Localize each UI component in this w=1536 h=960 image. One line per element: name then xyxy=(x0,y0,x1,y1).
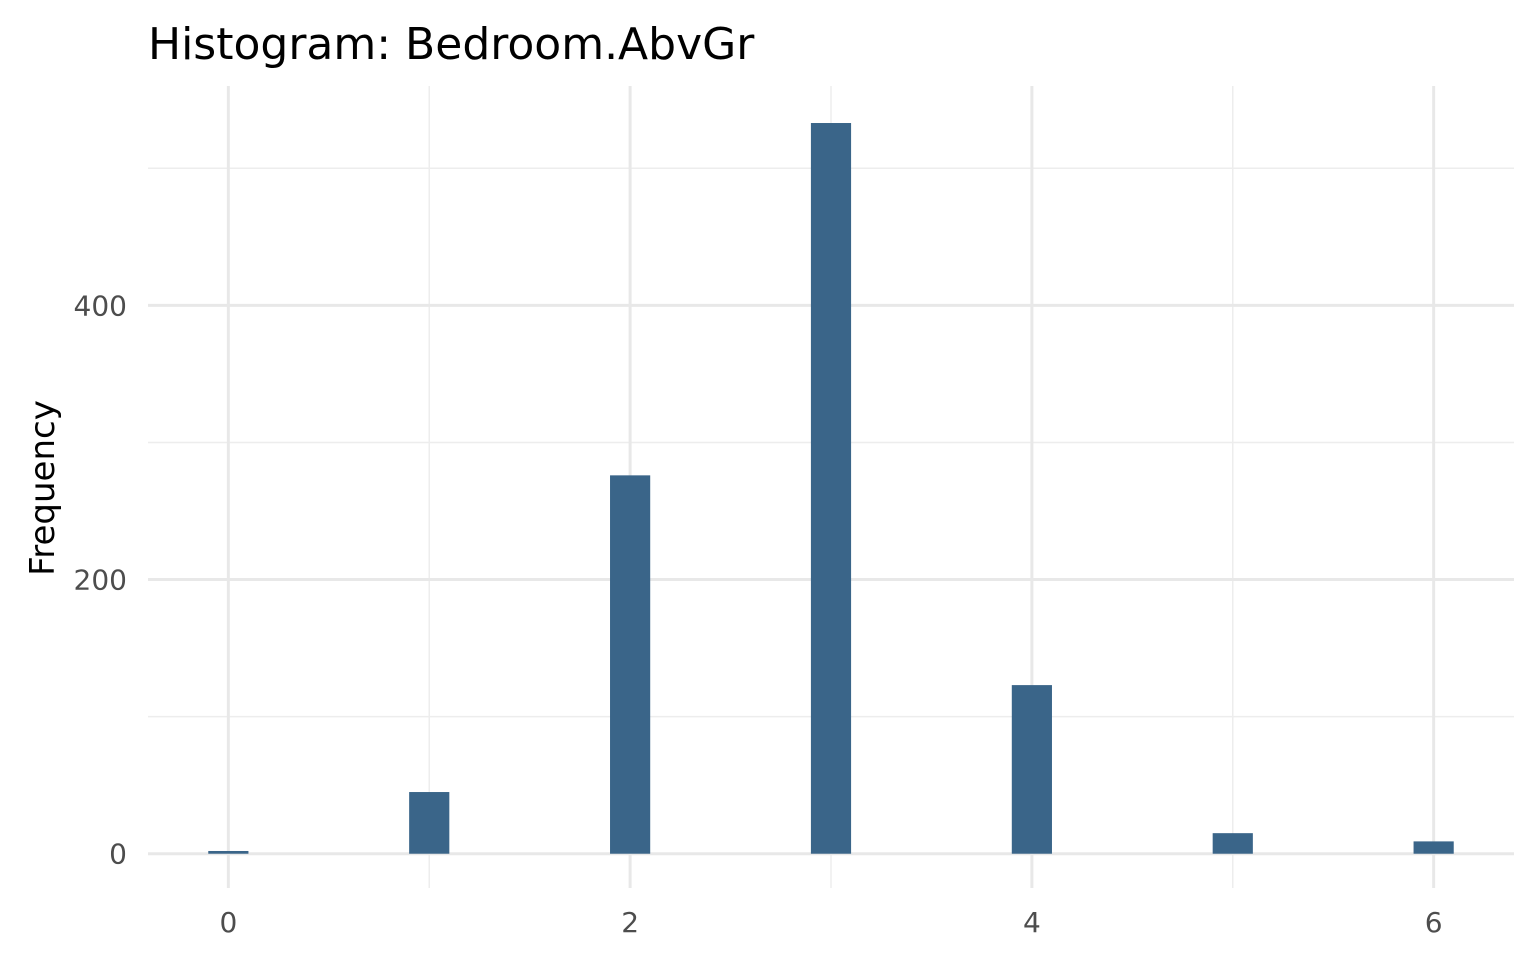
histogram-bar xyxy=(208,850,249,854)
y-tick-label: 200 xyxy=(74,564,127,597)
histogram-bar xyxy=(409,792,450,854)
histogram-bar xyxy=(1011,685,1052,854)
y-tick-label: 400 xyxy=(74,289,127,322)
histogram-bar xyxy=(810,123,852,854)
histogram-bar xyxy=(610,475,651,854)
y-tick-label: 0 xyxy=(109,838,127,871)
histogram-bars xyxy=(208,123,1454,854)
x-tick-label: 0 xyxy=(219,906,237,939)
x-tick-label: 6 xyxy=(1425,906,1443,939)
x-tick-label: 2 xyxy=(621,906,639,939)
x-tick-label: 4 xyxy=(1023,906,1041,939)
x-axis-ticks: 0 2 4 6 xyxy=(219,906,1442,939)
y-axis-label: Frequency xyxy=(23,400,63,576)
histogram-bar xyxy=(1413,841,1454,854)
histogram-bar xyxy=(1212,833,1253,854)
y-axis-ticks: 0 200 400 xyxy=(74,289,127,870)
chart-title: Histogram: Bedroom.AbvGr xyxy=(148,19,755,70)
